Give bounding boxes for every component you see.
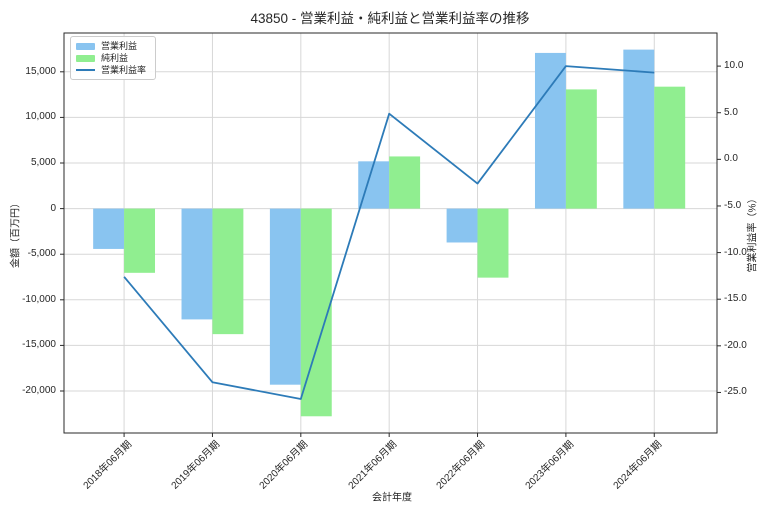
y-left-tick-label-5000: 5,000: [30, 157, 56, 168]
y-right-tick-label-0: 0.0: [724, 153, 738, 165]
y-right-tick-label--25: -25.0: [724, 386, 747, 398]
legend-label: 営業利益率: [101, 65, 147, 75]
bar-operating-profit-1: [181, 208, 213, 320]
y-left-tick-label--10000: -10,000: [22, 293, 56, 305]
x-axis-label: 会計年度: [372, 492, 412, 504]
plot-border: [63, 32, 718, 434]
bar-net-profit-0: [124, 208, 156, 273]
y-left-tick-label-10000: 10,000: [25, 111, 56, 123]
legend-label: 純利益: [101, 53, 129, 63]
y-right-tick-label--20: -20.0: [724, 339, 747, 351]
bar-operating-profit-3: [358, 161, 390, 209]
y-right-tick-label--5: -5.0: [724, 199, 742, 211]
bar-operating-profit-2: [269, 208, 301, 385]
y-left-tick-label-0: 0: [50, 202, 56, 214]
legend-label: 営業利益: [101, 41, 138, 51]
bar-net-profit-1: [212, 208, 244, 335]
legend-bar-swatch: [76, 54, 95, 62]
y-right-tick-label-5: 5.0: [724, 106, 738, 118]
y-left-tick-label-15000: 15,000: [25, 65, 56, 77]
left-axis-label: 金額（百万円）: [10, 198, 22, 268]
y-right-tick-label--10: -10.0: [724, 246, 747, 258]
legend-line-swatch: [76, 69, 95, 71]
bar-operating-profit-5: [534, 52, 566, 209]
bar-operating-profit-4: [446, 208, 478, 243]
bar-operating-profit-6: [623, 49, 655, 209]
legend: 営業利益純利益営業利益率: [70, 36, 157, 80]
right-axis-label: 営業利益率（%）: [747, 193, 759, 273]
y-right-tick-label--15: -15.0: [724, 293, 747, 305]
legend-entry-2: 営業利益率: [76, 65, 146, 75]
y-left-tick-label--20000: -20,000: [22, 385, 56, 396]
bar-operating-profit-0: [93, 208, 125, 249]
y-left-tick-label--5000: -5,000: [27, 248, 56, 260]
chart-title: 43850 - 営業利益・純利益と営業利益率の推移: [250, 11, 530, 26]
profit-margin-line: [123, 65, 655, 400]
bar-net-profit-5: [565, 89, 597, 209]
legend-bar-swatch: [76, 42, 95, 50]
legend-entry-0: 営業利益: [76, 41, 146, 51]
bar-net-profit-3: [389, 156, 421, 209]
y-left-tick-label--15000: -15,000: [22, 339, 56, 351]
bar-net-profit-4: [477, 208, 509, 278]
legend-entry-1: 純利益: [76, 53, 146, 63]
bar-net-profit-6: [654, 86, 686, 209]
y-right-tick-label-10: 10.0: [724, 60, 744, 72]
